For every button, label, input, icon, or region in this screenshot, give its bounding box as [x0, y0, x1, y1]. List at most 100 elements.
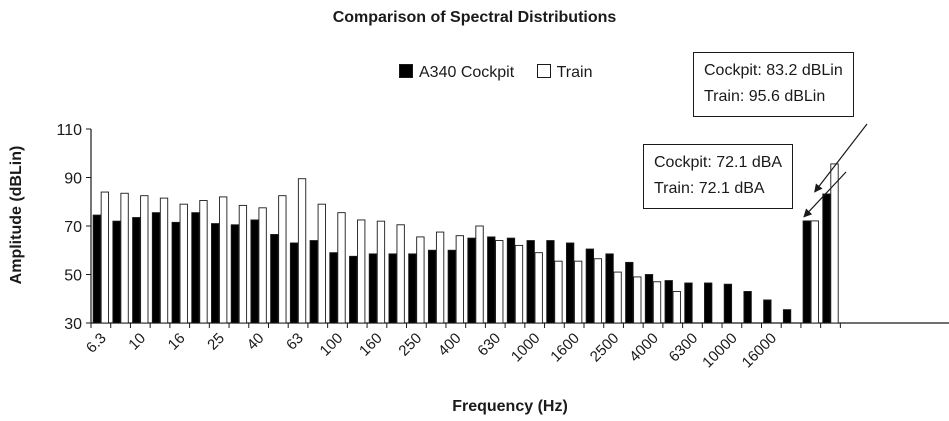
- chart-title: Comparison of Spectral Distributions: [332, 9, 617, 26]
- bar-train-125: [357, 219, 366, 324]
- bar-cockpit-2000: [585, 248, 595, 324]
- bar-train-630: [495, 240, 504, 324]
- y-tick-labels: 30 50 70 90 110: [56, 122, 82, 333]
- bar-train-4000: [652, 281, 662, 324]
- annotation-dblin: Cockpit: 83.2 dBLin Train: 95.6 dBLin: [693, 52, 854, 117]
- bar-train-1600: [573, 260, 583, 324]
- bar-cockpit-250: [408, 253, 417, 324]
- bar-train-dBA: [810, 220, 819, 324]
- bar-cockpit-12.5: [151, 212, 161, 324]
- legend-label-train: Train: [556, 64, 593, 81]
- bar-cockpit-800: [506, 237, 516, 324]
- bar-train-100: [337, 212, 346, 324]
- bar-train-400: [455, 235, 464, 324]
- bar-cockpit-100: [329, 252, 338, 324]
- bar-cockpit-16000: [763, 299, 772, 324]
- x-tick-label: 6300: [666, 330, 702, 366]
- x-tick-label: 630: [474, 330, 504, 360]
- legend-item-cockpit: A340 Cockpit: [399, 64, 514, 82]
- bar-train-200: [396, 224, 405, 324]
- y-tick-label: 90: [64, 171, 82, 188]
- x-tick-label: 1600: [547, 330, 583, 366]
- bar-train-1250: [554, 260, 563, 324]
- bar-train-80: [317, 203, 326, 324]
- bar-cockpit-1000: [526, 240, 535, 324]
- x-tick-label: 400: [435, 330, 465, 360]
- annotation-dba-line-1: Cockpit: 72.1 dBA: [654, 154, 783, 171]
- legend-label-cockpit: A340 Cockpit: [419, 64, 515, 81]
- bar-cockpit-4000: [644, 274, 654, 324]
- bar-cockpit-630: [487, 236, 496, 324]
- x-tick-label: 4000: [626, 330, 662, 366]
- bar-cockpit-6.3: [92, 214, 102, 324]
- bar-train-1000: [534, 252, 543, 324]
- legend-swatch-cockpit: [399, 64, 413, 78]
- bar-cockpit-20: [191, 212, 200, 324]
- legend-swatch-train: [536, 64, 551, 78]
- bar-cockpit-8: [112, 220, 121, 324]
- bar-cockpit-8000: [704, 282, 713, 324]
- annotation-dblin-line-1: Cockpit: 83.2 dBLin: [704, 62, 843, 79]
- bar-cockpit-12500: [743, 291, 752, 324]
- x-tick-label: 100: [317, 330, 347, 360]
- annotation-dba: Cockpit: 72.1 dBA Train: 72.1 dBA: [643, 144, 794, 209]
- bar-cockpit-400: [447, 249, 456, 324]
- bar-train-2500: [613, 271, 622, 324]
- bar-train-31.5: [238, 204, 248, 324]
- bar-train-3150: [633, 276, 642, 324]
- bar-train-63: [297, 178, 307, 324]
- x-tick-label: 63: [283, 330, 307, 354]
- annotation-arrows: [803, 123, 868, 218]
- bar-train-10: [140, 195, 149, 324]
- bar-cockpit-80: [309, 240, 318, 324]
- bar-train-315: [435, 231, 445, 324]
- bar-train-8: [120, 192, 129, 324]
- bar-cockpit-3150: [625, 261, 634, 324]
- bar-cockpit-1250: [546, 240, 555, 324]
- x-tick-label: 16: [165, 330, 189, 354]
- bar-cockpit-315: [427, 249, 437, 324]
- bar-cockpit-2500: [605, 253, 614, 324]
- bar-cockpit-6300: [684, 282, 693, 324]
- bar-train-12.5: [159, 197, 169, 324]
- bar-train-160: [376, 220, 386, 324]
- bar-cockpit-40: [250, 219, 259, 324]
- bar-train-800: [514, 244, 524, 324]
- legend-item-train: Train: [536, 64, 593, 82]
- x-tick-label: 160: [356, 330, 386, 360]
- bar-train-6.3: [100, 191, 110, 324]
- x-tick-label: 1000: [508, 330, 544, 366]
- bar-cockpit-31.5: [230, 224, 240, 324]
- y-tick-label: 30: [64, 316, 82, 333]
- bar-train-25: [219, 196, 228, 324]
- bar-cockpit-50: [270, 234, 279, 324]
- y-tick-label: 50: [64, 268, 82, 285]
- x-tick-label: 16000: [739, 330, 781, 372]
- x-tick-label: 10: [125, 330, 149, 354]
- x-tick-labels: 6.3 10 16 25 40 63 100 160 250 400 630 1000 1600 2500…: [83, 330, 780, 372]
- x-tick-label: 10000: [699, 330, 741, 372]
- bar-train-16: [179, 203, 188, 324]
- y-tick-label: 70: [64, 219, 82, 236]
- annotation-dblin-line-2: Train: 95.6 dBLin: [704, 88, 826, 105]
- bar-cockpit-16: [171, 221, 180, 324]
- bar-train-40: [258, 207, 267, 324]
- y-tick-label: 110: [56, 122, 82, 139]
- bar-cockpit-10: [132, 217, 141, 324]
- x-axis-label: Frequency (Hz): [452, 398, 568, 415]
- bar-cockpit-500: [467, 237, 476, 324]
- bar-cockpit-5000: [664, 280, 673, 324]
- x-tick-label: 40: [244, 330, 268, 354]
- bar-cockpit-63: [289, 242, 299, 324]
- y-axis-label: Amplitude (dBLin): [8, 145, 25, 285]
- bar-train-2000: [593, 258, 603, 324]
- bar-train-dBLin: [830, 163, 839, 324]
- bar-train-250: [416, 236, 425, 324]
- x-tick-label: 25: [204, 330, 228, 354]
- bar-cockpit-10000: [723, 283, 733, 324]
- bar-cockpit-125: [349, 255, 358, 324]
- annotation-arrow-dba: [803, 171, 847, 218]
- bar-cockpit-200: [388, 253, 397, 324]
- bar-cockpit-20000: [782, 309, 792, 324]
